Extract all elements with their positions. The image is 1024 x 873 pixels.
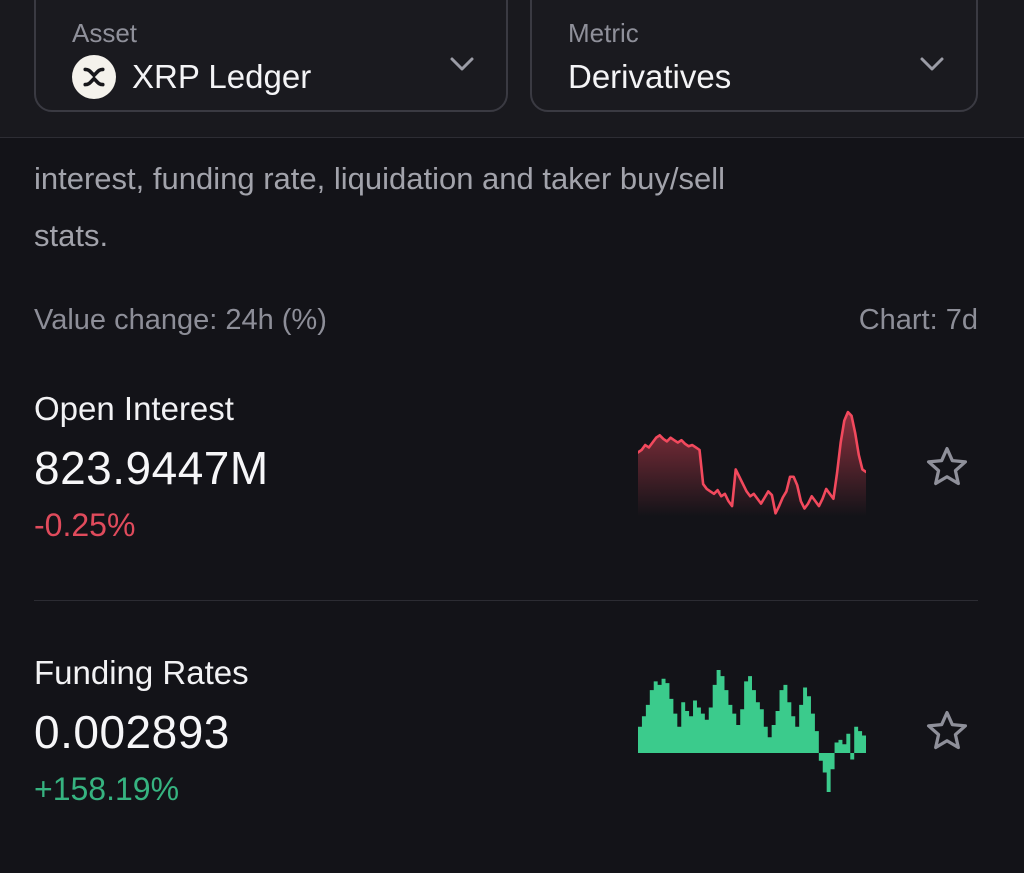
asset-dropdown-value: XRP Ledger: [132, 58, 312, 95]
metric-name: Open Interest: [34, 390, 234, 427]
metric-row-funding-rates[interactable]: Funding Rates 0.002893 +158.19%: [34, 653, 978, 808]
metric-dropdown[interactable]: Metric Derivatives: [530, 0, 978, 112]
list-header: Value change: 24h (%) Chart: 7d: [34, 304, 978, 337]
metric-description: interest, funding rate, liquidation and …: [34, 150, 978, 264]
funding-rates-sparkline: [638, 669, 866, 792]
row-divider: [34, 600, 978, 601]
favorite-star-icon[interactable]: [924, 708, 970, 754]
description-line-1: interest, funding rate, liquidation and …: [34, 161, 726, 196]
chevron-down-icon: [446, 54, 478, 79]
favorite-star-icon[interactable]: [924, 444, 970, 490]
metric-name: Funding Rates: [34, 654, 249, 691]
metric-value: 823.9447M: [34, 442, 269, 494]
open-interest-sparkline: [638, 406, 866, 528]
metric-row-open-interest[interactable]: Open Interest 823.9447M -0.25%: [34, 389, 978, 544]
metric-change-badge: -0.25%: [34, 507, 136, 543]
selector-header: Asset XRP Ledger Metric Derivatives: [0, 0, 1024, 138]
chart-period-label: Chart: 7d: [858, 304, 978, 336]
chevron-down-icon: [916, 54, 948, 79]
metric-value: 0.002893: [34, 706, 230, 758]
metric-dropdown-value: Derivatives: [568, 58, 732, 95]
metric-dropdown-label: Metric: [568, 18, 639, 48]
xrp-logo-icon: [72, 55, 116, 99]
asset-dropdown[interactable]: Asset XRP Ledger: [34, 0, 508, 112]
metrics-panel: interest, funding rate, liquidation and …: [0, 138, 1024, 873]
metric-change-badge: +158.19%: [34, 771, 180, 807]
description-line-2: stats.: [34, 218, 109, 253]
value-change-label: Value change: 24h (%): [34, 304, 327, 336]
asset-dropdown-label: Asset: [72, 18, 138, 48]
